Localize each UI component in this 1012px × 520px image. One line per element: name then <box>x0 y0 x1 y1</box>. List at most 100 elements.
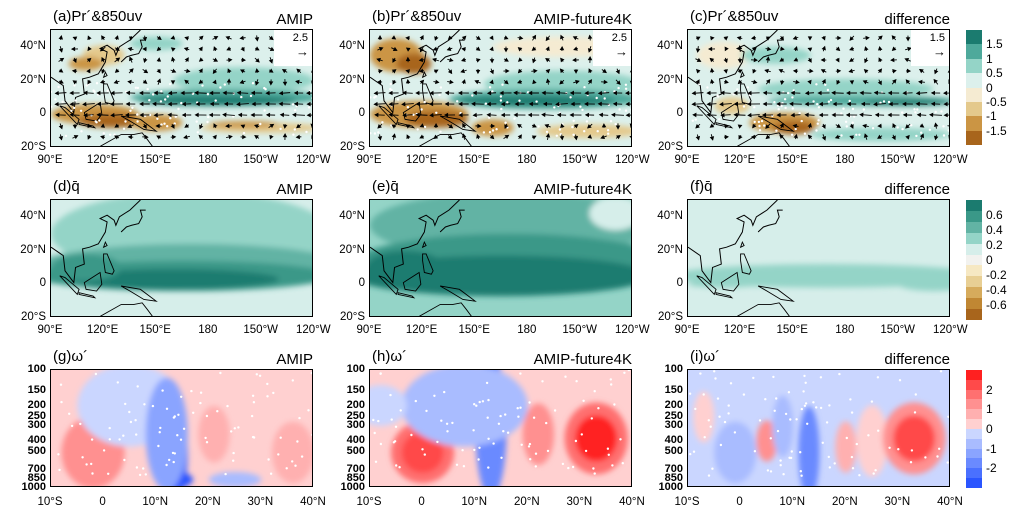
wind-arrowhead <box>933 122 939 127</box>
plot-area <box>370 200 631 316</box>
wind-arrowhead <box>376 57 381 63</box>
significance-dot <box>826 88 830 92</box>
colorbar-swatch <box>966 44 982 59</box>
significance-dot <box>603 97 606 100</box>
significance-dot <box>205 441 209 444</box>
wind-arrowhead <box>223 101 229 107</box>
colorbar-label: 1 <box>986 402 993 417</box>
wind-arrowhead <box>587 124 592 129</box>
significance-dot <box>947 129 949 132</box>
significance-dot <box>719 443 723 447</box>
wind-arrowhead <box>555 90 561 96</box>
wind-arrowhead <box>295 134 301 140</box>
significance-dot <box>630 108 631 111</box>
x-tick-label: 150°E <box>458 324 490 336</box>
y-tick-label: 250 <box>27 409 46 422</box>
significance-dot <box>389 87 392 91</box>
coastline <box>51 200 141 284</box>
wind-arrowhead <box>624 90 630 96</box>
significance-dot <box>219 371 222 375</box>
wind-arrowhead <box>139 90 144 96</box>
wind-arrowhead <box>391 69 397 74</box>
wind-arrowhead <box>499 90 504 96</box>
significance-dot <box>850 455 854 459</box>
wind-arrowhead <box>278 101 283 107</box>
wind-arrowhead <box>269 46 275 51</box>
wind-arrowhead <box>918 79 923 85</box>
coastline <box>736 132 790 146</box>
significance-dot <box>255 373 258 376</box>
wind-arrowhead <box>905 134 910 140</box>
x-tick-label: 120°E <box>723 154 756 166</box>
wind-arrowhead <box>765 134 771 140</box>
wind-arrowhead <box>709 123 715 128</box>
significance-dot <box>433 394 436 397</box>
significance-dot <box>619 438 622 441</box>
wind-arrowhead <box>115 46 120 51</box>
wind-arrowhead <box>849 57 854 62</box>
wind-arrowhead <box>213 46 218 51</box>
wind-arrowhead <box>212 79 217 85</box>
significance-dot <box>775 129 778 132</box>
wind-arrowhead <box>531 46 537 51</box>
wind-arrowhead <box>253 124 259 129</box>
significance-dot <box>118 438 121 441</box>
significance-dot <box>853 115 856 118</box>
significance-dot <box>942 134 946 137</box>
wind-arrowhead <box>611 112 616 118</box>
wind-arrowhead <box>198 68 203 74</box>
significance-dot <box>95 82 99 85</box>
wind-arrowhead <box>820 57 825 63</box>
wind-arrowhead <box>86 68 91 74</box>
y-tick-label: 150 <box>346 383 365 396</box>
colorbar-label: 1.5 <box>986 37 1003 52</box>
significance-dot <box>180 395 183 398</box>
wind-arrowhead <box>933 135 939 141</box>
wind-arrowhead <box>489 35 494 41</box>
wind-arrowhead <box>250 112 255 118</box>
significance-dot <box>742 105 746 108</box>
significance-dot <box>799 451 802 454</box>
wind-arrowhead <box>877 68 883 74</box>
y-tick-label: 0 <box>676 277 683 290</box>
wind-arrowhead <box>388 90 393 96</box>
wind-vector <box>311 71 312 73</box>
significance-dot <box>258 374 262 377</box>
x-tick-label: 30°N <box>247 496 274 508</box>
plot-area <box>51 200 312 316</box>
significance-dot <box>196 131 199 134</box>
wind-arrowhead <box>929 112 934 118</box>
significance-dot <box>74 99 77 102</box>
colorbar-swatch <box>966 58 982 74</box>
significance-dot <box>582 399 585 402</box>
wind-arrowhead <box>836 68 842 74</box>
wind-arrowhead <box>779 122 784 128</box>
wind-arrowhead <box>724 134 729 140</box>
reference-vector: 2.5 → <box>593 30 631 66</box>
wind-arrowhead <box>476 133 481 139</box>
significance-dot <box>116 381 120 384</box>
wind-arrowhead <box>195 101 200 107</box>
wind-arrowhead <box>707 46 713 52</box>
wind-arrowhead <box>746 101 752 107</box>
significance-dot <box>516 407 519 410</box>
wind-vector <box>948 135 949 137</box>
significance-dot <box>156 117 159 121</box>
significance-dot <box>293 109 297 112</box>
wind-arrowhead <box>541 90 546 96</box>
coastline <box>402 271 422 292</box>
wind-arrowhead <box>504 57 509 62</box>
significance-dot <box>85 463 88 466</box>
significance-dot <box>804 381 807 384</box>
y-tick-label: 0 <box>39 277 46 290</box>
significance-dot <box>817 106 821 109</box>
coastline <box>688 30 778 114</box>
significance-dot <box>395 464 398 467</box>
wind-arrowhead <box>943 101 948 107</box>
wind-arrowhead <box>892 69 897 74</box>
wind-arrowhead <box>948 79 949 85</box>
significance-dot <box>51 105 53 108</box>
y-tick-label: 20°N <box>20 73 46 86</box>
wind-arrowhead <box>584 90 589 96</box>
wind-arrowhead <box>142 36 148 42</box>
